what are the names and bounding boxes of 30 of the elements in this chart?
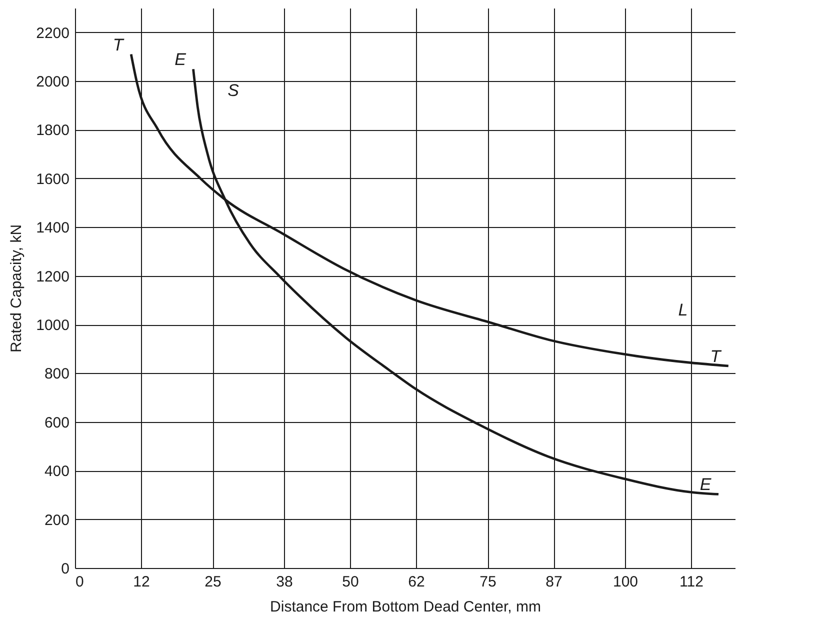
y-tick-label: 0 (61, 560, 70, 578)
x-tick-label: 62 (408, 574, 425, 590)
x-tick-label: 87 (546, 574, 562, 590)
y-tick-label: 1400 (36, 220, 70, 237)
y-tick-label: 2200 (36, 24, 70, 42)
y-tick-label: 800 (44, 366, 70, 383)
y-tick-label: 400 (44, 463, 70, 480)
y-tick-label: 1000 (36, 317, 70, 334)
y-tick-label: 1800 (36, 122, 70, 140)
x-axis-title: Distance From Bottom Dead Center, mm (270, 598, 541, 616)
annotation: S (228, 81, 240, 100)
x-tick-label: 12 (133, 574, 150, 590)
x-tick-label: 112 (680, 574, 704, 590)
y-tick-label: 1200 (36, 268, 70, 286)
x-tick-label: 75 (480, 574, 496, 590)
y-tick-label: 1600 (36, 170, 70, 188)
series-label: T (710, 346, 722, 366)
y-axis-title: Rated Capacity, kN (8, 224, 26, 353)
text: E (174, 50, 186, 70)
x-tick-label: 25 (204, 574, 222, 590)
x-tick-label: 50 (342, 574, 359, 590)
y-tick-label: 600 (44, 414, 70, 432)
x-tick-label: 38 (276, 574, 293, 590)
text: T (112, 35, 124, 54)
x-tick-label: 0 (76, 574, 84, 590)
y-tick-label: 2000 (36, 74, 70, 91)
annotation: L (678, 300, 688, 320)
series-label: E (700, 475, 712, 494)
y-tick-label: 200 (44, 512, 70, 529)
x-tick-label: 100 (612, 574, 638, 590)
